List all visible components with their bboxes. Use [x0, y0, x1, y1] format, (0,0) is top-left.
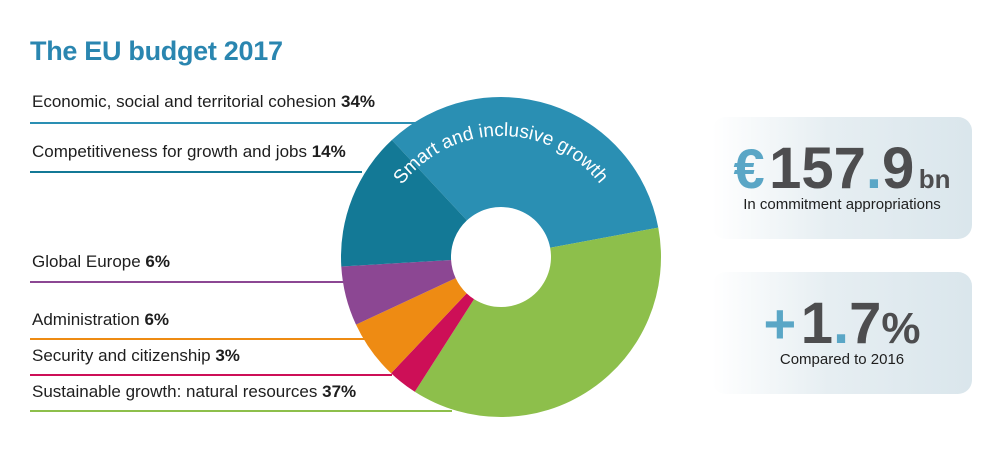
- slice-label-name: Competitiveness for growth and jobs: [32, 142, 312, 161]
- donut-slice: [391, 293, 475, 392]
- total-amount: € 157.9 bn: [712, 135, 972, 202]
- change-card: + 1.7% Compared to 2016: [712, 272, 972, 394]
- slice-label-value: 6%: [144, 310, 169, 329]
- euro-sign: €: [733, 137, 765, 200]
- slice-label-value: 34%: [341, 92, 375, 111]
- change-caption: Compared to 2016: [779, 351, 905, 368]
- amount-caption: In commitment appropriations: [743, 196, 941, 213]
- donut-slice: [341, 259, 456, 325]
- slice-label: Security and citizenship 3%: [32, 346, 240, 365]
- leader-lines: [30, 122, 452, 412]
- change-integer: 1: [800, 291, 833, 356]
- slice-label-value: 14%: [312, 142, 346, 161]
- slice-label: Competitiveness for growth and jobs 14%: [32, 142, 346, 161]
- slice-label-name: Economic, social and territorial cohesio…: [32, 92, 341, 111]
- donut-slice: [340, 139, 467, 267]
- slice-label-value: 6%: [145, 252, 170, 271]
- amount-unit: bn: [918, 164, 951, 194]
- slice-label-name: Security and citizenship: [32, 346, 215, 365]
- chart-title: The EU budget 2017: [30, 36, 283, 66]
- donut-slice: [355, 278, 467, 374]
- change-decimal-point: .: [832, 291, 850, 356]
- slice-label-name: Global Europe: [32, 252, 145, 271]
- change-value: + 1.7%: [712, 290, 972, 357]
- slice-label-value: 37%: [322, 382, 356, 401]
- slice-label-value: 3%: [215, 346, 240, 365]
- slice-label: Sustainable growth: natural resources 37…: [32, 382, 356, 401]
- donut-slice: [391, 97, 659, 248]
- slice-label: Administration 6%: [32, 310, 169, 329]
- slice-label: Global Europe 6%: [32, 252, 170, 271]
- amount-decimal: 9: [882, 136, 915, 201]
- amount-decimal-point: .: [865, 136, 883, 201]
- donut-chart: Economic, social and territorial cohesio…: [30, 92, 661, 417]
- slice-label-name: Administration: [32, 310, 144, 329]
- change-unit: %: [881, 304, 921, 353]
- plus-sign: +: [763, 292, 797, 355]
- slice-labels: Economic, social and territorial cohesio…: [32, 92, 375, 401]
- donut-slice: [414, 227, 661, 417]
- total-amount-card: € 157.9 bn In commitment appropriations: [712, 117, 972, 239]
- slice-label-name: Sustainable growth: natural resources: [32, 382, 322, 401]
- donut-slices: [340, 97, 661, 417]
- change-decimal: 7: [849, 291, 882, 356]
- amount-integer: 157: [769, 136, 866, 201]
- slice-label: Economic, social and territorial cohesio…: [32, 92, 375, 111]
